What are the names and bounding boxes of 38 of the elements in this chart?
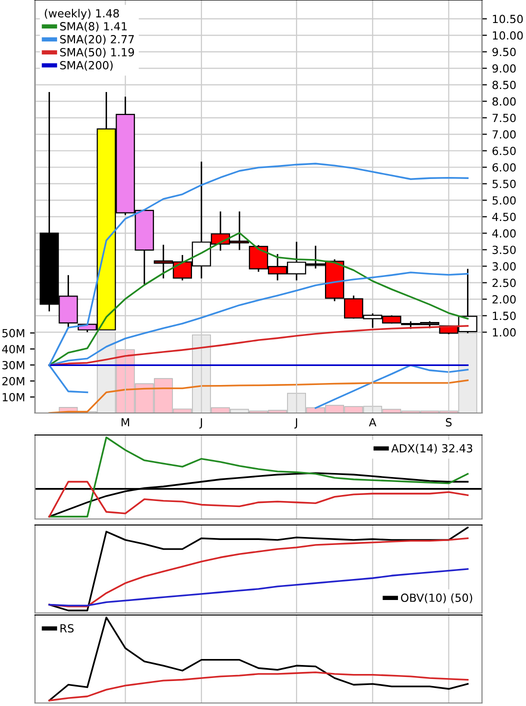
legend-title: (weekly) 1.48: [44, 8, 119, 20]
y-tick-label: 1.00: [492, 328, 516, 337]
y-tick-label: 6.00: [492, 163, 516, 172]
y2-tick-label: 40M: [2, 344, 24, 354]
y-tick-label: 2.50: [492, 278, 516, 288]
y-tick-label: 5.00: [492, 196, 516, 205]
y-tick-label: 7.00: [492, 130, 516, 139]
y-tick-label: 2.00: [492, 295, 516, 304]
y-tick-label: 7.50: [492, 114, 516, 122]
y2-tick-label: 50M: [2, 328, 24, 338]
y-tick-label: 3.50: [492, 246, 516, 254]
y-tick-label: 5.50: [492, 180, 516, 188]
y-tick-label: 3.00: [492, 262, 516, 271]
y-tick-label: 9.50: [492, 48, 516, 56]
x-tick-label: J: [294, 418, 298, 429]
y-tick-label: 8.50: [492, 80, 516, 90]
legend-label: SMA(20) 2.77: [60, 34, 134, 45]
y-tick-label: 1.50: [492, 312, 516, 320]
x-tick-label: M: [122, 418, 130, 426]
legend-label: ADX(14) 32.43: [391, 444, 472, 454]
y-tick-label: 10.00: [492, 31, 523, 40]
y-tick-label: 4.50: [492, 212, 516, 222]
y2-tick-label: 30M: [2, 360, 24, 370]
legend-label: SMA(50) 1.19: [60, 48, 134, 58]
y-tick-label: 9.00: [492, 64, 516, 73]
x-tick-label: J: [199, 418, 202, 429]
y-tick-label: 4.00: [492, 229, 516, 238]
legend-label: SMA(200): [60, 60, 113, 71]
y-tick-label: 8.00: [492, 97, 516, 106]
legend-label: RS: [60, 624, 74, 632]
legend-label: OBV(10) (50): [400, 593, 472, 604]
y2-tick-label: 10M: [2, 392, 24, 402]
y-tick-label: 10.50: [492, 14, 523, 24]
legend-label: SMA(8) 1.41: [60, 22, 127, 32]
x-tick-label: S: [446, 418, 452, 426]
x-tick-label: A: [368, 418, 376, 426]
y-tick-label: 6.50: [492, 146, 516, 156]
y2-tick-label: 20M: [2, 376, 24, 386]
